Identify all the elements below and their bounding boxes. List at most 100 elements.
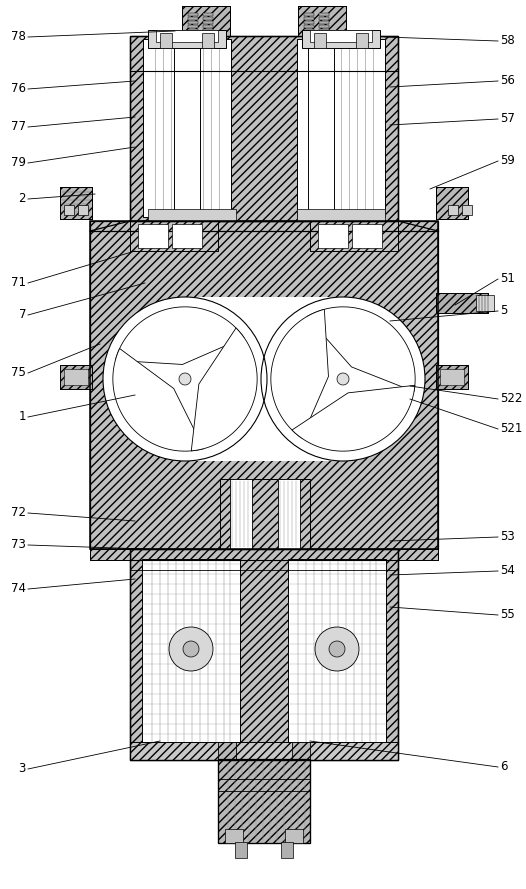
Bar — [174, 39, 200, 217]
Text: 522: 522 — [500, 393, 522, 405]
Bar — [60, 365, 92, 389]
Bar — [218, 759, 310, 843]
Circle shape — [179, 373, 191, 385]
Bar — [203, 17, 213, 20]
Bar — [130, 221, 218, 251]
Text: 74: 74 — [11, 582, 26, 596]
Text: 55: 55 — [500, 608, 515, 621]
Bar — [130, 549, 398, 760]
Bar — [310, 30, 372, 42]
Bar — [448, 205, 458, 215]
Bar — [436, 293, 488, 313]
Bar — [60, 187, 92, 219]
Bar — [90, 549, 130, 560]
Text: 71: 71 — [11, 276, 26, 290]
Bar — [64, 205, 74, 215]
Bar — [182, 6, 230, 36]
Bar — [314, 33, 326, 48]
Text: 521: 521 — [500, 422, 522, 436]
Bar — [476, 295, 494, 311]
Bar — [218, 759, 310, 843]
Bar — [130, 36, 398, 221]
Bar — [130, 549, 398, 760]
Bar — [281, 842, 293, 858]
Text: 3: 3 — [18, 763, 26, 775]
Bar — [436, 293, 488, 313]
Bar — [398, 549, 438, 560]
Bar — [156, 30, 218, 42]
Polygon shape — [113, 348, 204, 451]
Bar — [285, 829, 303, 843]
Bar — [297, 39, 385, 217]
Bar — [202, 33, 214, 48]
Text: 57: 57 — [500, 113, 515, 125]
Bar — [182, 6, 230, 36]
Bar — [203, 29, 213, 32]
Text: 6: 6 — [500, 760, 508, 773]
Bar — [297, 209, 385, 221]
Bar — [220, 479, 310, 549]
Bar — [302, 30, 380, 48]
Text: 5: 5 — [500, 305, 508, 317]
Polygon shape — [292, 385, 415, 451]
Text: 72: 72 — [11, 507, 26, 519]
Bar — [188, 17, 198, 20]
Bar — [310, 221, 398, 251]
Bar — [225, 829, 243, 843]
Bar — [436, 365, 468, 389]
Bar — [398, 549, 438, 560]
Bar — [90, 549, 130, 560]
Bar — [318, 224, 348, 248]
Bar — [292, 742, 310, 760]
Bar — [60, 365, 92, 389]
Bar — [188, 21, 198, 24]
Text: 56: 56 — [500, 75, 515, 87]
Bar — [436, 187, 468, 219]
Bar — [310, 221, 398, 251]
Text: 58: 58 — [500, 35, 515, 47]
Bar — [78, 205, 88, 215]
Circle shape — [169, 627, 213, 671]
Bar — [278, 479, 300, 549]
Bar — [188, 13, 198, 16]
Bar — [319, 13, 329, 16]
Text: 53: 53 — [500, 531, 515, 543]
Text: 79: 79 — [11, 156, 26, 170]
Bar — [143, 39, 231, 217]
Bar — [304, 21, 314, 24]
Text: 78: 78 — [11, 30, 26, 44]
Bar — [436, 365, 468, 389]
Circle shape — [103, 297, 267, 461]
Bar — [142, 559, 240, 749]
Bar — [185, 297, 343, 461]
Bar — [436, 187, 468, 219]
Bar — [298, 6, 346, 36]
Bar — [304, 29, 314, 32]
Bar — [308, 39, 334, 217]
Bar — [138, 224, 168, 248]
Bar — [203, 25, 213, 28]
Circle shape — [315, 627, 359, 671]
Bar — [203, 21, 213, 24]
Bar — [90, 221, 438, 549]
Bar — [462, 205, 472, 215]
Bar — [130, 742, 398, 760]
Bar — [298, 6, 346, 36]
Bar — [235, 842, 247, 858]
Polygon shape — [271, 309, 328, 438]
Text: 54: 54 — [500, 565, 515, 578]
Bar — [148, 209, 236, 221]
Bar — [319, 17, 329, 20]
Polygon shape — [307, 307, 415, 391]
Circle shape — [337, 373, 349, 385]
Circle shape — [329, 641, 345, 657]
Bar — [64, 369, 88, 385]
Bar — [188, 29, 198, 32]
Bar — [130, 221, 218, 251]
Bar — [203, 13, 213, 16]
Text: 1: 1 — [18, 411, 26, 423]
Bar — [356, 33, 368, 48]
Bar — [188, 25, 198, 28]
Bar — [160, 33, 172, 48]
Text: 77: 77 — [11, 121, 26, 133]
